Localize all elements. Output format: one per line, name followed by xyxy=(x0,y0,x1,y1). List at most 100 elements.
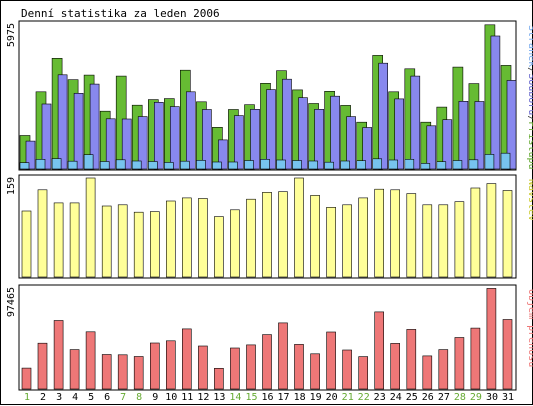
bar-stranek-29 xyxy=(468,159,479,170)
bar-objem-31 xyxy=(502,319,513,390)
bar-objem-21 xyxy=(342,349,352,390)
bar-stranek-25 xyxy=(404,159,415,170)
bar-stranek-5 xyxy=(83,154,94,170)
bar-objem-10 xyxy=(166,340,176,390)
x-tick-label-day-26: 26 xyxy=(422,392,434,403)
bar-souboru-25 xyxy=(410,75,421,170)
bar-navstev-22 xyxy=(358,197,369,278)
bar-stranek-2 xyxy=(35,159,46,170)
bar-souboru-6 xyxy=(105,118,116,170)
bar-navstev-4 xyxy=(69,202,80,278)
bar-stranek-10 xyxy=(164,162,174,170)
bar-objem-22 xyxy=(358,356,369,390)
bar-navstev-29 xyxy=(470,187,481,278)
y-max-label-traffic: 97465 xyxy=(6,287,17,317)
bar-navstev-7 xyxy=(117,204,128,278)
x-tick-label-day-12: 12 xyxy=(197,392,209,403)
legend-traffic: Objem přenosu xyxy=(526,289,533,367)
x-tick-label-day-20: 20 xyxy=(326,392,338,403)
chart-title: Denní statistika za leden 2006 xyxy=(21,7,220,20)
bar-stranek-11 xyxy=(180,160,190,170)
x-tick-label-day-7: 7 xyxy=(120,392,126,403)
bar-stranek-17 xyxy=(276,159,286,170)
bar-souboru-21 xyxy=(346,116,356,170)
bar-souboru-28 xyxy=(458,101,469,170)
bar-objem-1 xyxy=(21,367,32,390)
x-tick-label-day-21: 21 xyxy=(342,392,354,403)
bar-stranek-8 xyxy=(131,160,142,170)
x-tick-label-day-11: 11 xyxy=(181,392,193,403)
bar-stranek-7 xyxy=(115,159,126,170)
bar-souboru-2 xyxy=(41,103,52,170)
bar-objem-23 xyxy=(374,311,385,390)
bar-stranek-1 xyxy=(19,162,30,170)
bar-navstev-13 xyxy=(214,216,224,278)
x-tick-label-day-24: 24 xyxy=(390,392,402,403)
bar-objem-24 xyxy=(390,343,401,390)
bar-souboru-7 xyxy=(121,118,132,170)
bar-objem-11 xyxy=(182,328,192,390)
bar-souboru-17 xyxy=(282,78,292,170)
legend-item-hits-1: / xyxy=(526,67,533,73)
x-tick-label-day-23: 23 xyxy=(374,392,386,403)
x-tick-label-day-27: 27 xyxy=(438,392,450,403)
bar-objem-3 xyxy=(53,320,64,390)
x-tick-label-day-30: 30 xyxy=(486,392,498,403)
bar-souboru-10 xyxy=(170,106,180,170)
bar-navstev-8 xyxy=(133,211,144,278)
bar-navstev-15 xyxy=(246,198,256,278)
bar-navstev-16 xyxy=(262,192,272,278)
bar-navstev-9 xyxy=(150,211,160,278)
bar-navstev-18 xyxy=(294,177,304,278)
x-tick-label-day-31: 31 xyxy=(502,392,514,403)
bar-navstev-23 xyxy=(374,188,385,278)
bar-navstev-27 xyxy=(438,204,449,278)
legend-item-traffic-0: Objem přenosu xyxy=(526,289,533,367)
bar-souboru-24 xyxy=(394,98,405,170)
bar-souboru-9 xyxy=(154,102,164,170)
bar-stranek-24 xyxy=(388,159,399,170)
bar-objem-16 xyxy=(262,334,272,390)
bar-stranek-20 xyxy=(324,161,334,170)
bar-objem-2 xyxy=(37,342,48,390)
bar-stranek-28 xyxy=(452,160,463,170)
x-tick-label-day-29: 29 xyxy=(470,392,482,403)
legend-item-hits-2: Souborů xyxy=(526,73,533,115)
bar-objem-7 xyxy=(117,354,128,390)
bar-objem-13 xyxy=(214,367,224,390)
legend-item-hits-3: / xyxy=(526,115,533,121)
bar-souboru-18 xyxy=(298,97,308,170)
bar-objem-27 xyxy=(438,349,449,390)
x-tick-label-day-25: 25 xyxy=(406,392,418,403)
x-tick-label-day-4: 4 xyxy=(72,392,78,403)
bar-navstev-12 xyxy=(198,198,208,278)
bar-objem-18 xyxy=(294,344,304,390)
x-tick-label-day-15: 15 xyxy=(245,392,257,403)
x-tick-label-day-14: 14 xyxy=(229,392,241,403)
bar-stranek-16 xyxy=(260,159,270,170)
bar-souboru-14 xyxy=(234,115,244,170)
bar-navstev-3 xyxy=(53,202,64,278)
bar-souboru-1 xyxy=(25,140,36,170)
bar-souboru-19 xyxy=(314,109,324,170)
bar-souboru-31 xyxy=(506,80,517,170)
legend-item-hits-0: Stránek xyxy=(526,25,533,67)
bar-objem-12 xyxy=(198,345,208,390)
bar-navstev-25 xyxy=(406,193,417,278)
legend-item-visits-0: Návštěv xyxy=(526,179,533,221)
bar-navstev-30 xyxy=(486,183,497,278)
bar-stranek-12 xyxy=(196,160,206,170)
y-max-label-hits: 5975 xyxy=(6,23,17,47)
x-tick-label-day-3: 3 xyxy=(56,392,62,403)
bar-souboru-5 xyxy=(89,83,100,170)
bar-stranek-3 xyxy=(51,158,62,170)
bar-navstev-20 xyxy=(326,207,336,278)
bar-navstev-5 xyxy=(85,177,96,278)
x-tick-label-day-8: 8 xyxy=(136,392,142,403)
bar-navstev-11 xyxy=(182,197,192,278)
x-tick-label-day-13: 13 xyxy=(213,392,225,403)
bar-souboru-3 xyxy=(57,74,68,170)
bar-souboru-27 xyxy=(442,119,453,170)
bar-stranek-26 xyxy=(420,163,431,170)
